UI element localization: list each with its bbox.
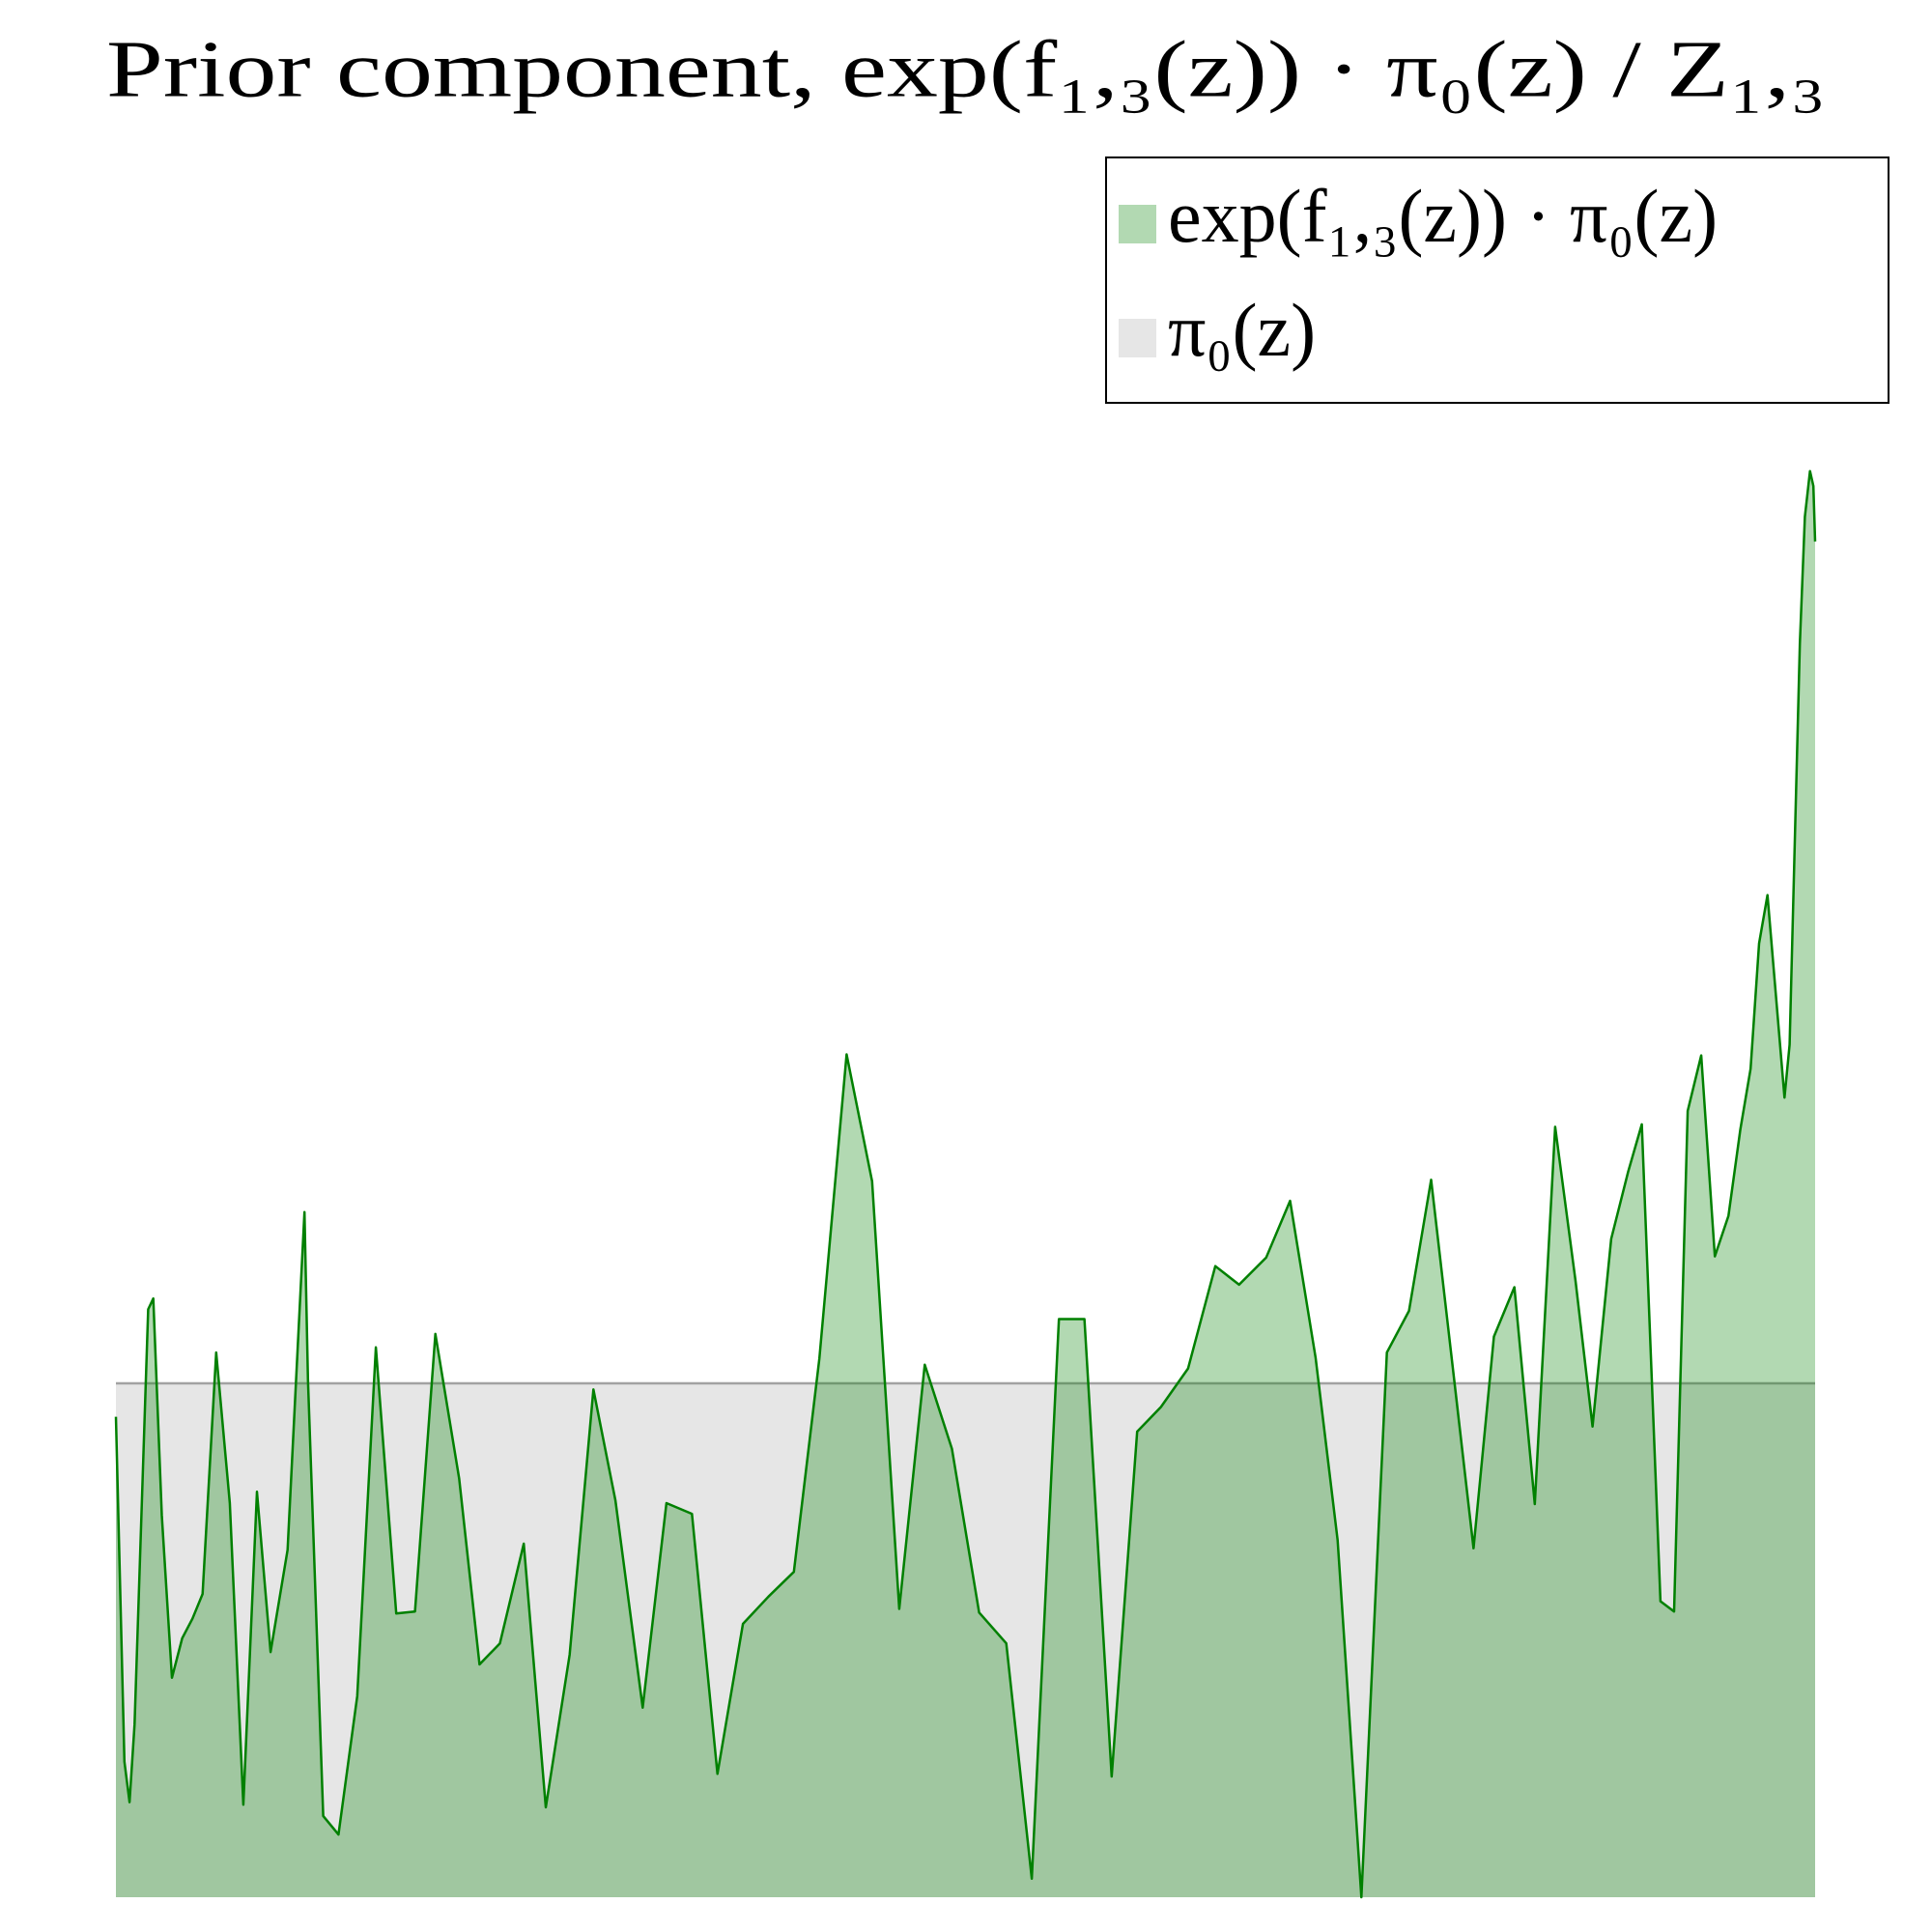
area-fill	[116, 470, 1815, 1898]
legend-swatch	[1119, 205, 1156, 243]
legend-swatch	[1119, 319, 1156, 357]
legend-label: exp(f₁,₃(z)) · π₀(z)	[1168, 174, 1718, 258]
legend: exp(f₁,₃(z)) · π₀(z) π₀(z)	[1119, 174, 1718, 372]
area-line	[114, 469, 1817, 1899]
legend-box	[1105, 156, 1889, 404]
plot-area	[114, 469, 1817, 1899]
legend-label: π₀(z)	[1168, 288, 1316, 372]
area-fill	[116, 1383, 1815, 1897]
chart-title: Prior component, exp(f₁,₃(z)) · π₀(z) / …	[106, 24, 1826, 114]
